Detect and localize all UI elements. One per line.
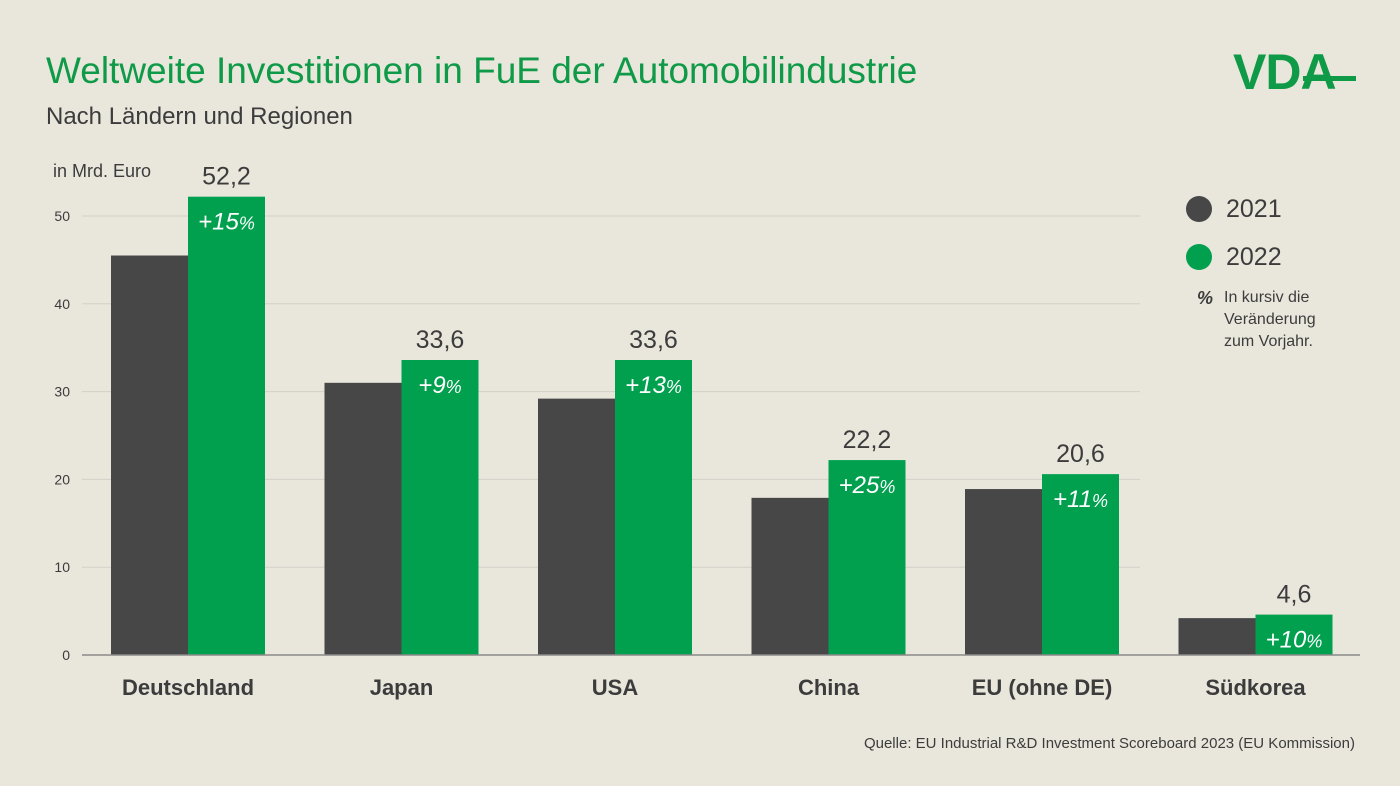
percent-symbol: % (1196, 288, 1213, 308)
svg-text:VDA: VDA (1233, 46, 1336, 96)
legend-item-2021: 2021 (1186, 185, 1316, 233)
bar-2022 (615, 359, 692, 655)
data-label: 4,6 (1277, 581, 1312, 609)
vda-logo: VDA (1233, 44, 1358, 101)
x-tick-label: Südkorea (1205, 675, 1306, 700)
data-label: 22,2 (843, 426, 892, 454)
note-line: zum Vorjahr. (1224, 333, 1313, 350)
bar-2022 (1042, 474, 1119, 655)
x-tick-label: China (798, 675, 860, 700)
change-label: +11% (1053, 486, 1108, 513)
change-label: +13% (625, 372, 682, 399)
bar-2022 (828, 460, 906, 655)
y-tick-label: 30 (54, 384, 70, 400)
y-tick-label: 50 (54, 208, 70, 224)
data-label: 52,2 (202, 163, 251, 191)
legend: 2021 2022 % In kursiv die Veränderung zu… (1186, 185, 1316, 353)
x-tick-label: EU (ohne DE) (972, 675, 1113, 700)
legend-note: % In kursiv die Veränderung zum Vorjahr. (1186, 287, 1316, 353)
y-tick-label: 20 (54, 471, 70, 487)
bar-2021 (538, 398, 615, 655)
bar-2021 (751, 497, 829, 655)
y-tick-label: 10 (54, 559, 70, 575)
y-tick-label: 0 (62, 647, 70, 663)
data-label: 20,6 (1056, 440, 1105, 468)
bar-2021 (965, 489, 1042, 655)
source-note: Quelle: EU Industrial R&D Investment Sco… (863, 735, 1355, 752)
bar-2021 (324, 382, 402, 655)
x-tick-label: Japan (370, 675, 434, 700)
bar-2022 (1255, 614, 1333, 655)
legend-item-2022: 2022 (1186, 233, 1316, 281)
bar-2022 (401, 359, 479, 655)
legend-label-2021: 2021 (1226, 194, 1282, 223)
chart-title: Weltweite Investitionen in FuE der Autom… (46, 50, 918, 91)
change-label: +15% (198, 209, 255, 236)
y-axis-label: in Mrd. Euro (53, 161, 152, 181)
y-tick-label: 40 (54, 296, 70, 312)
change-label: +25% (839, 472, 896, 499)
note-line: In kursiv die (1224, 289, 1310, 306)
bar-2021 (111, 255, 188, 655)
change-label: +9% (418, 372, 461, 399)
chart-subtitle: Nach Ländern und Regionen (46, 103, 353, 130)
bar-2021 (1178, 618, 1256, 655)
data-label: 33,6 (629, 326, 678, 354)
bar-2022 (188, 196, 265, 655)
legend-swatch-2022 (1186, 244, 1212, 270)
data-label: 33,6 (416, 326, 465, 354)
change-label: +10% (1266, 627, 1323, 654)
note-line: Veränderung (1224, 311, 1316, 328)
legend-swatch-2021 (1186, 196, 1212, 222)
x-tick-label: Deutschland (122, 675, 254, 700)
x-tick-label: USA (592, 675, 639, 700)
legend-label-2022: 2022 (1226, 242, 1282, 271)
